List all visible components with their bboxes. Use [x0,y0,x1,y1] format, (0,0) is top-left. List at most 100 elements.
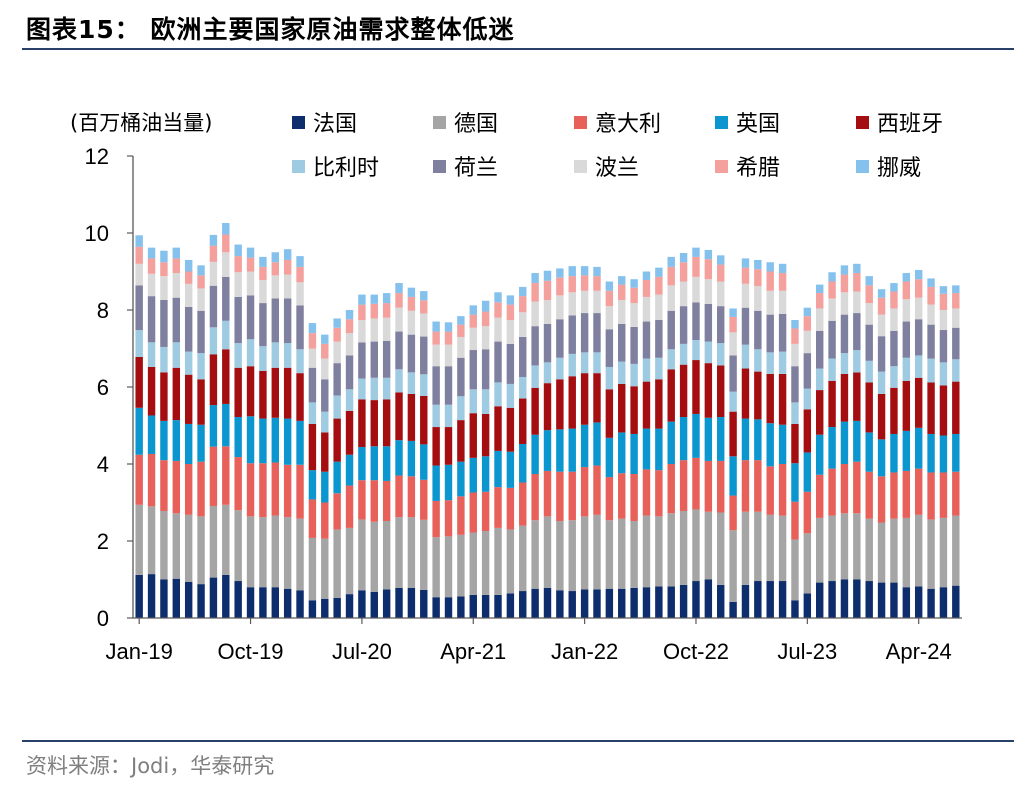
bar-segment-0-1 [147,574,156,618]
bar-segment-9-65 [939,286,948,294]
bar-segment-6-33 [543,323,552,363]
bar-segment-3-60 [877,439,886,477]
bar-segment-7-9 [246,271,255,296]
bar-segment-7-23 [420,313,428,337]
bar-segment-0-8 [234,581,242,618]
bar-segment-0-15 [321,598,329,618]
bar-segment-4-44 [679,364,688,418]
bar-segment-4-50 [754,371,762,420]
bar-segment-9-20 [382,293,391,304]
bar-segment-2-5 [197,461,205,517]
bar-segment-3-12 [283,418,292,465]
bar-segment-4-58 [853,372,861,421]
bar-segment-0-30 [506,593,515,618]
bar-segment-4-20 [382,399,391,447]
bar-segment-3-65 [939,435,948,473]
bar-segment-5-59 [865,360,873,383]
legend-swatch-3 [715,116,728,129]
bar-segment-9-21 [395,283,403,294]
bar-segment-0-35 [568,591,576,618]
bar-segment-0-55 [816,582,824,618]
bar-segment-9-46 [704,249,713,260]
bar-segment-6-58 [853,313,861,351]
bar-segment-2-9 [246,463,255,517]
bar-segment-7-21 [395,307,403,332]
bar-segment-4-28 [481,413,490,457]
bar-segment-3-25 [444,464,453,501]
bar-segment-8-36 [580,275,589,291]
x-tick-label-6: Jul-23 [777,639,837,664]
bar-segment-1-54 [803,533,812,594]
bar-segment-4-34 [556,379,564,430]
bar-segment-5-12 [283,343,292,368]
bar-segment-7-58 [853,291,861,314]
bar-segment-3-18 [358,447,366,481]
bar-segment-9-31 [519,286,527,297]
bar-segment-0-27 [469,594,477,618]
bar-segment-7-7 [222,252,230,277]
bar-segment-9-59 [865,276,873,286]
bar-segment-1-20 [382,520,391,590]
bar-segment-0-12 [283,588,292,618]
bar-segment-7-14 [308,348,317,368]
bar-segment-9-3 [172,247,181,259]
bar-segment-8-5 [197,275,205,289]
bar-segment-3-53 [791,463,799,502]
bar-segment-2-43 [667,464,675,514]
bar-segment-3-11 [271,417,279,463]
bar-segment-0-33 [543,587,552,618]
bar-segment-8-48 [729,316,737,333]
bar-segment-6-37 [593,313,601,353]
bar-segment-1-23 [420,519,428,590]
bar-segment-0-43 [667,586,675,618]
bar-segment-9-27 [469,305,477,315]
bar-segment-3-63 [914,427,923,469]
bar-segment-2-60 [877,476,886,523]
bar-segment-1-62 [902,517,911,588]
bar-segment-0-24 [432,597,440,618]
legend-label-6: 荷兰 [454,156,498,181]
bar-segment-7-13 [296,282,304,306]
bar-segment-4-8 [234,367,242,418]
bar-segment-4-24 [432,427,440,466]
bar-segment-2-37 [593,465,601,515]
bar-segment-2-39 [618,473,626,519]
bar-segment-2-23 [420,479,428,520]
bar-segment-2-8 [234,457,242,511]
bar-segment-0-7 [222,574,230,618]
bar-segment-0-61 [890,582,898,618]
bar-segment-3-42 [655,428,663,471]
bar-segment-0-18 [358,590,366,618]
bar-segment-5-37 [593,352,601,374]
bar-segment-3-15 [321,471,329,503]
bar-segment-9-52 [778,263,787,274]
bar-segment-9-13 [296,256,304,267]
bar-segment-6-55 [816,330,824,369]
bar-segment-7-29 [494,317,502,342]
bar-segment-2-57 [840,464,849,514]
legend-swatch-8 [715,160,728,173]
bar-segment-6-56 [828,320,836,359]
bar-segment-2-65 [939,472,948,518]
figure-title: 图表15： 欧洲主要国家原油需求整体低迷 [26,15,515,44]
bar-segment-9-28 [481,300,490,312]
x-tick-label-7: Apr-24 [886,639,952,664]
bar-segment-0-39 [618,588,626,618]
bar-segment-1-35 [568,520,576,592]
bar-segment-4-48 [729,411,737,457]
bar-segment-3-28 [481,456,490,492]
bar-segment-8-22 [407,296,416,311]
bar-segment-7-20 [382,317,391,341]
bar-segment-1-41 [642,515,651,588]
bar-segment-7-60 [877,314,886,337]
bar-segment-7-39 [618,299,626,324]
bar-segment-3-19 [370,446,378,481]
bar-segment-9-32 [531,273,539,284]
bar-segment-9-43 [667,256,675,267]
bar-segment-7-22 [407,310,416,335]
bar-segment-6-40 [630,326,638,364]
bar-segment-2-15 [321,502,329,539]
bar-segment-6-64 [927,324,935,359]
bar-segment-2-41 [642,469,651,516]
bar-segment-2-25 [444,500,453,537]
